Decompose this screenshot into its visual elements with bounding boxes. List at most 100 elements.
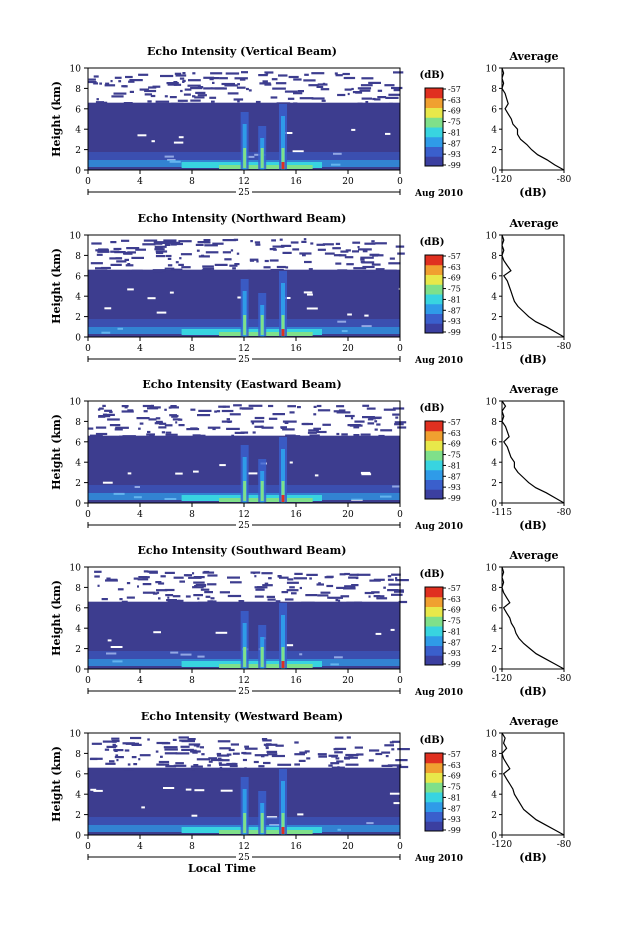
- echo-cell: [334, 747, 347, 750]
- echo-cell: [113, 749, 124, 752]
- echo-cell: [147, 430, 151, 434]
- echo-cell: [360, 256, 374, 259]
- echo-cell: [298, 759, 306, 762]
- month-label: Aug 2010: [414, 854, 463, 864]
- plume-peak: [281, 827, 285, 834]
- echo-cell: [154, 422, 163, 425]
- colorbar-tick-label: -99: [448, 826, 461, 835]
- echo-cell: [207, 574, 218, 577]
- echo-cell: [353, 267, 367, 270]
- echo-cell: [366, 407, 376, 410]
- x-tick-label: 0: [85, 510, 91, 520]
- echo-cell: [173, 576, 184, 579]
- echo-cell: [337, 269, 348, 272]
- echo-cell: [371, 591, 380, 594]
- echo-cell: [202, 265, 214, 268]
- x-tick-label: 8: [189, 676, 195, 686]
- echo-cell: [163, 746, 178, 749]
- echo-cell: [219, 747, 231, 750]
- echo-cell: [255, 588, 265, 591]
- echo-cell: [334, 736, 344, 739]
- echo-cell: [100, 266, 111, 270]
- echo-cell: [342, 72, 350, 76]
- colorbar-tick-label: -63: [448, 429, 461, 438]
- echo-cell: [344, 572, 350, 576]
- echo-cell: [308, 429, 319, 432]
- echo-cell: [266, 595, 275, 598]
- echo-cell: [306, 573, 318, 576]
- echo-cell: [164, 267, 175, 270]
- echo-cell: [175, 752, 190, 755]
- echo-cell: [346, 263, 354, 266]
- echo-cell: [194, 103, 197, 106]
- echo-cell: [303, 79, 316, 82]
- average-profile: Average 0 2 4 6 8 10 -120 -80 (dB): [486, 715, 572, 864]
- profile-x-tick-label: -120: [492, 674, 512, 684]
- echo-cell: [255, 100, 261, 104]
- echo-cell: [142, 591, 156, 594]
- y-tick-label: 4: [75, 126, 81, 136]
- echo-cell: [259, 82, 271, 85]
- echo-cell: [270, 96, 278, 99]
- echo-cell: [164, 95, 168, 98]
- echo-cell: [275, 744, 284, 747]
- echo-cell: [156, 591, 160, 594]
- y-tick-label: 8: [75, 750, 81, 760]
- echo-cell: [222, 239, 237, 242]
- echo-cell: [217, 757, 222, 760]
- echo-cell: [266, 743, 272, 746]
- profile-y-tick-label: 6: [491, 438, 497, 448]
- echo-cell: [212, 242, 224, 245]
- echo-cell: [156, 589, 168, 592]
- echo-cell: [164, 748, 178, 751]
- echo-cell: [226, 418, 230, 421]
- echo-cell: [102, 413, 107, 416]
- colorbar-tick-label: -99: [448, 660, 461, 669]
- echo-gap: [191, 814, 198, 817]
- echo-cell: [361, 97, 372, 100]
- colorbar: -57 -63 -69 -75-81 -87 -93 -99: [424, 85, 461, 170]
- average-profile: Average 0 2 4 6 8 10 -120 -80 (dB): [486, 549, 572, 698]
- echo-cell: [169, 414, 177, 417]
- echo-cell: [163, 241, 177, 244]
- colorbar-swatch: [425, 460, 443, 471]
- echo-cell: [164, 752, 178, 755]
- echo-cell: [343, 76, 356, 80]
- echo-cell: [104, 413, 115, 416]
- echo-cell: [111, 737, 120, 740]
- echo-gap: [169, 291, 174, 294]
- echo-cell: [244, 745, 249, 748]
- panel-title: Echo Intensity (Vertical Beam): [147, 45, 337, 58]
- echo-cell: [236, 86, 246, 89]
- echo-cell: [264, 582, 269, 585]
- y-axis-label: Height (km): [50, 414, 63, 490]
- echo-cell: [362, 265, 375, 269]
- echo-cell: [265, 746, 269, 750]
- plume-base: [281, 481, 285, 501]
- colorbar-frame: [424, 586, 444, 666]
- echo-cell: [258, 74, 268, 77]
- echo-cell: [142, 404, 153, 408]
- echo-cell: [110, 241, 117, 244]
- colorbar: -57 -63 -69 -75-81 -87 -93 -99: [424, 252, 461, 337]
- echo-cell: [178, 736, 189, 739]
- echo-cell: [114, 756, 124, 759]
- echo-gap: [173, 141, 184, 144]
- colorbar-tick-label: -69: [448, 107, 461, 116]
- echo-cell: [248, 89, 252, 92]
- echo-cell: [188, 743, 201, 746]
- echo-cell: [122, 435, 136, 438]
- echo-cell: [368, 81, 381, 84]
- echo-cell: [321, 99, 326, 102]
- echo-cell: [135, 248, 146, 251]
- echo-gap: [389, 792, 401, 795]
- echo-cell: [92, 81, 97, 84]
- colorbar-tick-label: -93: [448, 483, 461, 492]
- echo-cell: [114, 251, 126, 254]
- echo-cell: [178, 424, 185, 427]
- echo-cell: [121, 85, 127, 88]
- echo-gap: [151, 140, 155, 143]
- echo-cell: [136, 417, 150, 420]
- echo-gap: [289, 461, 293, 464]
- echo-cell: [207, 583, 217, 586]
